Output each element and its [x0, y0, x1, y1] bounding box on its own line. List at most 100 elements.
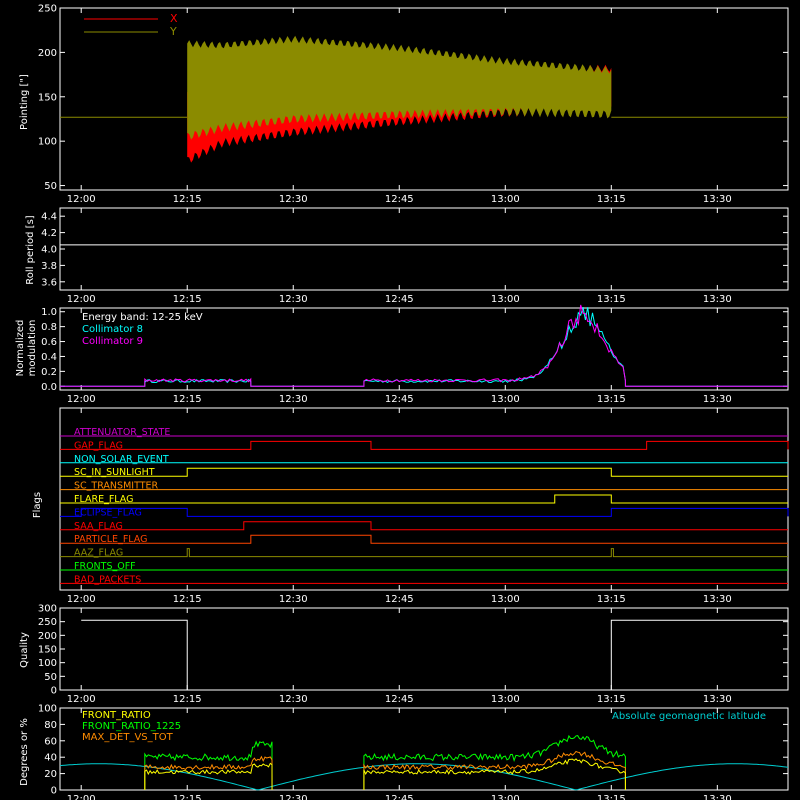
ratios-xtick-label: 12:15 [173, 794, 202, 800]
flag-label-flare-flag: FLARE_FLAG [74, 494, 134, 505]
flag-line-saa-flag [60, 521, 788, 531]
ratios-ytick-label: 100 [38, 704, 57, 715]
pointing-ytick-label: 150 [38, 92, 57, 103]
ratios-legend-front-ratio: FRONT_RATIO [82, 710, 151, 721]
quality-ylabel: Quality [19, 632, 30, 668]
ratios-xtick-label: 12:30 [279, 794, 308, 800]
modulation-legend-c9: Collimator 9 [82, 336, 143, 347]
pointing-xtick-label: 12:45 [385, 194, 414, 205]
ratios-series-max-det [144, 750, 626, 791]
ratios-ytick-label: 20 [44, 769, 57, 780]
modulation-xtick-label: 12:45 [385, 394, 414, 405]
ratios-ylabel: Degrees or % [19, 718, 30, 786]
ratios-xtick-label: 13:15 [597, 794, 626, 800]
roll-ytick-label: 3.6 [41, 277, 57, 288]
modulation-ylabel-2: modulation [27, 320, 38, 377]
quality-xtick-label: 12:15 [173, 694, 202, 705]
flag-label-gap-flag: GAP_FLAG [74, 440, 123, 451]
flag-label-bad-packets: BAD_PACKETS [74, 574, 141, 585]
pointing-xtick-label: 13:15 [597, 194, 626, 205]
quality-xtick-label: 13:30 [703, 694, 732, 705]
modulation-series-c9 [60, 304, 788, 387]
ratios-legend-geomag: Absolute geomagnetic latitude [612, 711, 766, 722]
quality-ytick-label: 150 [38, 645, 57, 656]
quality-ytick-label: 100 [38, 658, 57, 669]
pointing-xtick-label: 12:30 [279, 194, 308, 205]
ratios-xtick-label: 13:00 [491, 794, 520, 800]
ratios-xtick-label: 12:00 [67, 794, 96, 800]
roll-ytick-label: 3.8 [41, 261, 57, 272]
flag-label-aaz-flag: AAZ_FLAG [74, 548, 123, 559]
ratios-xtick-label: 13:30 [703, 794, 732, 800]
modulation-xtick-label: 12:15 [173, 394, 202, 405]
flags-xtick-label: 13:15 [597, 594, 626, 605]
pointing-ylabel: Pointing ["] [19, 74, 30, 130]
modulation-legend-c8: Collimator 8 [82, 324, 143, 335]
flag-label-sc-transmitter: SC_TRANSMITTER [74, 481, 159, 492]
flag-line-gap-flag [60, 440, 789, 450]
flags-frame [59, 407, 789, 591]
modulation-ytick-label: 1.0 [41, 307, 57, 318]
flag-label-saa-flag: SAA_FLAG [74, 521, 123, 532]
pointing-ytick-label: 50 [44, 181, 57, 192]
ratios-xtick-label: 12:45 [385, 794, 414, 800]
ratios-ytick-label: 40 [44, 753, 57, 764]
quality-ytick-label: 200 [38, 631, 57, 642]
ratios-ytick-label: 60 [44, 736, 57, 747]
pointing-legend-x: X [170, 12, 178, 25]
ratios-legend-front-ratio-1225: FRONT_RATIO_1225 [82, 721, 181, 732]
modulation-xtick-label: 13:00 [491, 394, 520, 405]
roll-xtick-label: 12:00 [67, 294, 96, 305]
roll-xtick-label: 13:00 [491, 294, 520, 305]
pointing-legend-y: Y [169, 25, 177, 38]
roll-xtick-label: 12:15 [173, 294, 202, 305]
flag-line-sc-in-sunlight [60, 467, 788, 477]
roll-xtick-label: 13:30 [703, 294, 732, 305]
roll-xtick-label: 12:30 [279, 294, 308, 305]
flag-label-sc-in-sunlight: SC_IN_SUNLIGHT [74, 467, 155, 478]
flag-label-attenuator-state: ATTENUATOR_STATE [74, 427, 170, 438]
roll-xtick-label: 12:45 [385, 294, 414, 305]
modulation-frame [59, 307, 789, 391]
flag-line-particle-flag [60, 534, 788, 544]
roll-ytick-label: 4.0 [41, 245, 57, 256]
pointing-ytick-label: 200 [38, 48, 57, 59]
roll-xtick-label: 13:15 [597, 294, 626, 305]
pointing-xtick-label: 13:00 [491, 194, 520, 205]
roll-ytick-label: 4.2 [41, 228, 57, 239]
roll-ytick-label: 4.4 [41, 212, 57, 223]
modulation-xtick-label: 13:15 [597, 394, 626, 405]
modulation-ytick-label: 0.4 [41, 352, 57, 363]
modulation-ytick-label: 0.8 [41, 322, 57, 333]
flags-xtick-label: 12:15 [173, 594, 202, 605]
pointing-frame [59, 7, 789, 191]
flags-ylabel: Flags [32, 492, 43, 518]
quality-xtick-label: 12:00 [67, 694, 96, 705]
flag-line-eclipse-flag [60, 507, 789, 517]
flags-xtick-label: 13:30 [703, 594, 732, 605]
flag-label-fronts-off: FRONTS_OFF [74, 561, 136, 572]
ratios-frame [59, 707, 789, 791]
modulation-ytick-label: 0.6 [41, 337, 57, 348]
quality-xtick-label: 13:15 [597, 694, 626, 705]
modulation-xtick-label: 13:30 [703, 394, 732, 405]
flag-label-non-solar-event: NON_SOLAR_EVENT [74, 454, 169, 465]
ratios-series-front-ratio [144, 758, 626, 791]
quality-xtick-label: 12:45 [385, 694, 414, 705]
quality-ytick-label: 300 [38, 604, 57, 615]
pointing-xtick-label: 13:30 [703, 194, 732, 205]
quality-xtick-label: 13:00 [491, 694, 520, 705]
flag-line-flare-flag [60, 494, 788, 504]
ratios-ytick-label: 80 [44, 720, 57, 731]
flags-xtick-label: 12:00 [67, 594, 96, 605]
flag-label-eclipse-flag: ECLIPSE_FLAG [74, 507, 142, 518]
quality-xtick-label: 12:30 [279, 694, 308, 705]
modulation-ytick-label: 0.0 [41, 382, 57, 393]
pointing-xtick-label: 12:00 [67, 194, 96, 205]
ratios-legend-max-det: MAX_DET_VS_TOT [82, 732, 174, 743]
flag-line-aaz-flag [60, 548, 788, 558]
quality-series [81, 619, 788, 691]
modulation-ytick-label: 0.2 [41, 367, 57, 378]
flag-label-particle-flag: PARTICLE_FLAG [74, 534, 147, 545]
